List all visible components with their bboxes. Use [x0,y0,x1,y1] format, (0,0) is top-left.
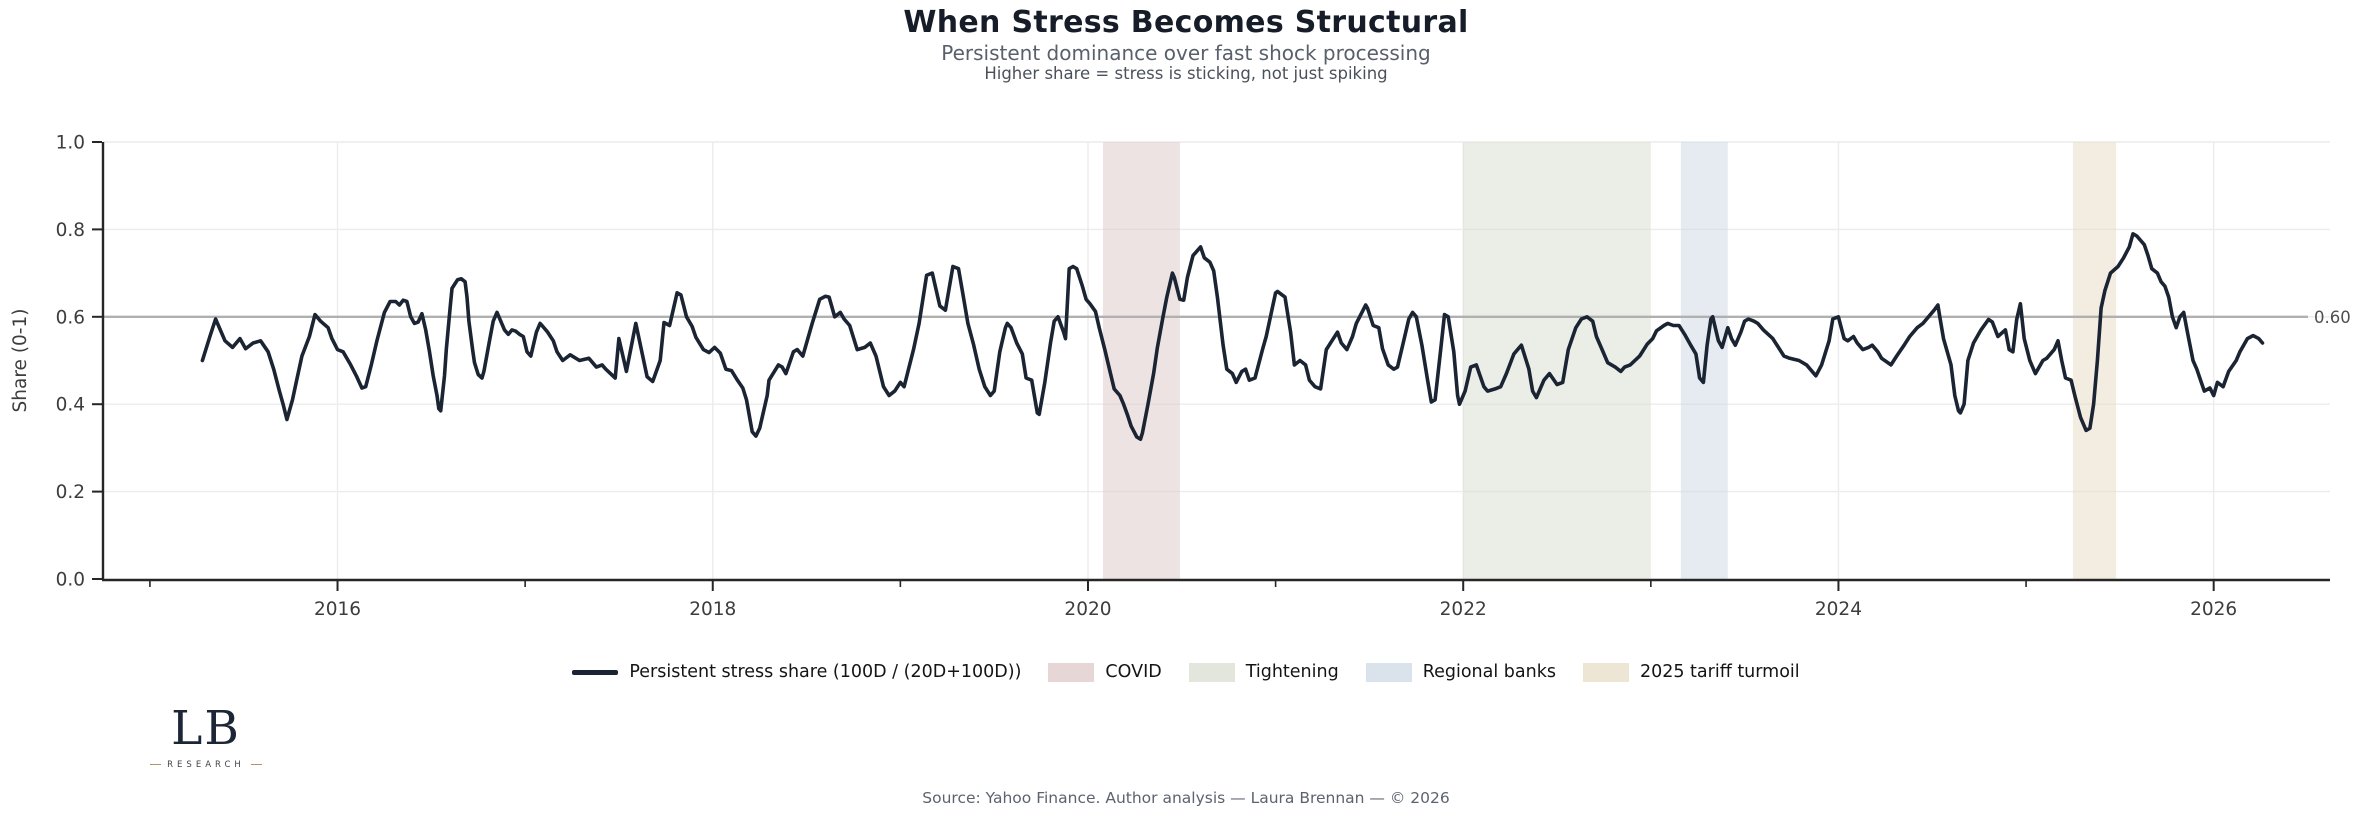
y-tick-label: 0.8 [56,220,85,241]
source-attribution: Source: Yahoo Finance. Author analysis —… [922,789,1450,807]
logo-text: LB [171,701,241,756]
x-tick-label: 2016 [314,599,361,620]
y-tick-label: 0.0 [56,570,85,591]
threshold-label: 0.60 [2314,308,2351,327]
x-tick-label: 2018 [689,599,736,620]
legend-label: Tightening [1245,662,1339,682]
logo-dash-icon [250,764,262,766]
legend-label: Persistent stress share (100D / (20D+100… [629,662,1022,682]
logo-subtitle-row: RESEARCH [150,760,262,770]
legend-label: 2025 tariff turmoil [1639,662,1800,682]
lb-research-logo: LB RESEARCH [150,700,262,770]
legend-patch-swatch-icon [1365,662,1412,682]
legend-label: Regional banks [1422,662,1556,682]
x-tick-label: 2026 [2190,599,2237,620]
legend-patch-swatch-icon [1582,662,1629,682]
y-tick-label: 1.0 [56,133,85,154]
legend-line-swatch-icon [572,669,619,675]
event-band-covid [1102,142,1180,579]
x-tick-label: 2020 [1064,599,1111,620]
legend-item-tightening: Tightening [1188,662,1339,682]
x-tick-label: 2022 [1440,599,1487,620]
legend-item-regional-banks: Regional banks [1365,662,1556,682]
y-axis-label: Share (0-1) [10,309,31,413]
chart-subtitle: Persistent dominance over fast shock pro… [941,41,1431,65]
legend-patch-swatch-icon [1188,662,1235,682]
x-tick-label: 2024 [1815,599,1862,620]
y-tick-label: 0.2 [56,482,85,503]
line-chart: 0.60 2016 2018 2020 2022 2024 2026 0.0 0.2 0.4 0.6… [10,133,2351,621]
event-band-tightening [1463,142,1651,579]
chart-note: Higher share = stress is sticking, not j… [984,64,1388,83]
event-band-2025-tariff-turmoil [2072,142,2117,579]
logo-dash-icon [150,764,162,766]
y-tick-label: 0.6 [56,307,85,328]
chart-title: When Stress Becomes Structural [903,5,1469,40]
y-tick-label: 0.4 [56,395,85,416]
legend-item-covid: COVID [1048,662,1162,682]
legend-item-2025-tariff-turmoil: 2025 tariff turmoil [1582,662,1800,682]
legend-item-persistent-stress-share-100d-2: Persistent stress share (100D / (20D+100… [572,662,1021,682]
chart-legend: Persistent stress share (100D / (20D+100… [0,662,2372,682]
legend-patch-swatch-icon [1048,662,1095,682]
logo-subtext: RESEARCH [167,759,245,770]
legend-label: COVID [1105,662,1162,682]
series-line-persistent-stress-share-100d-2 [200,232,2265,441]
